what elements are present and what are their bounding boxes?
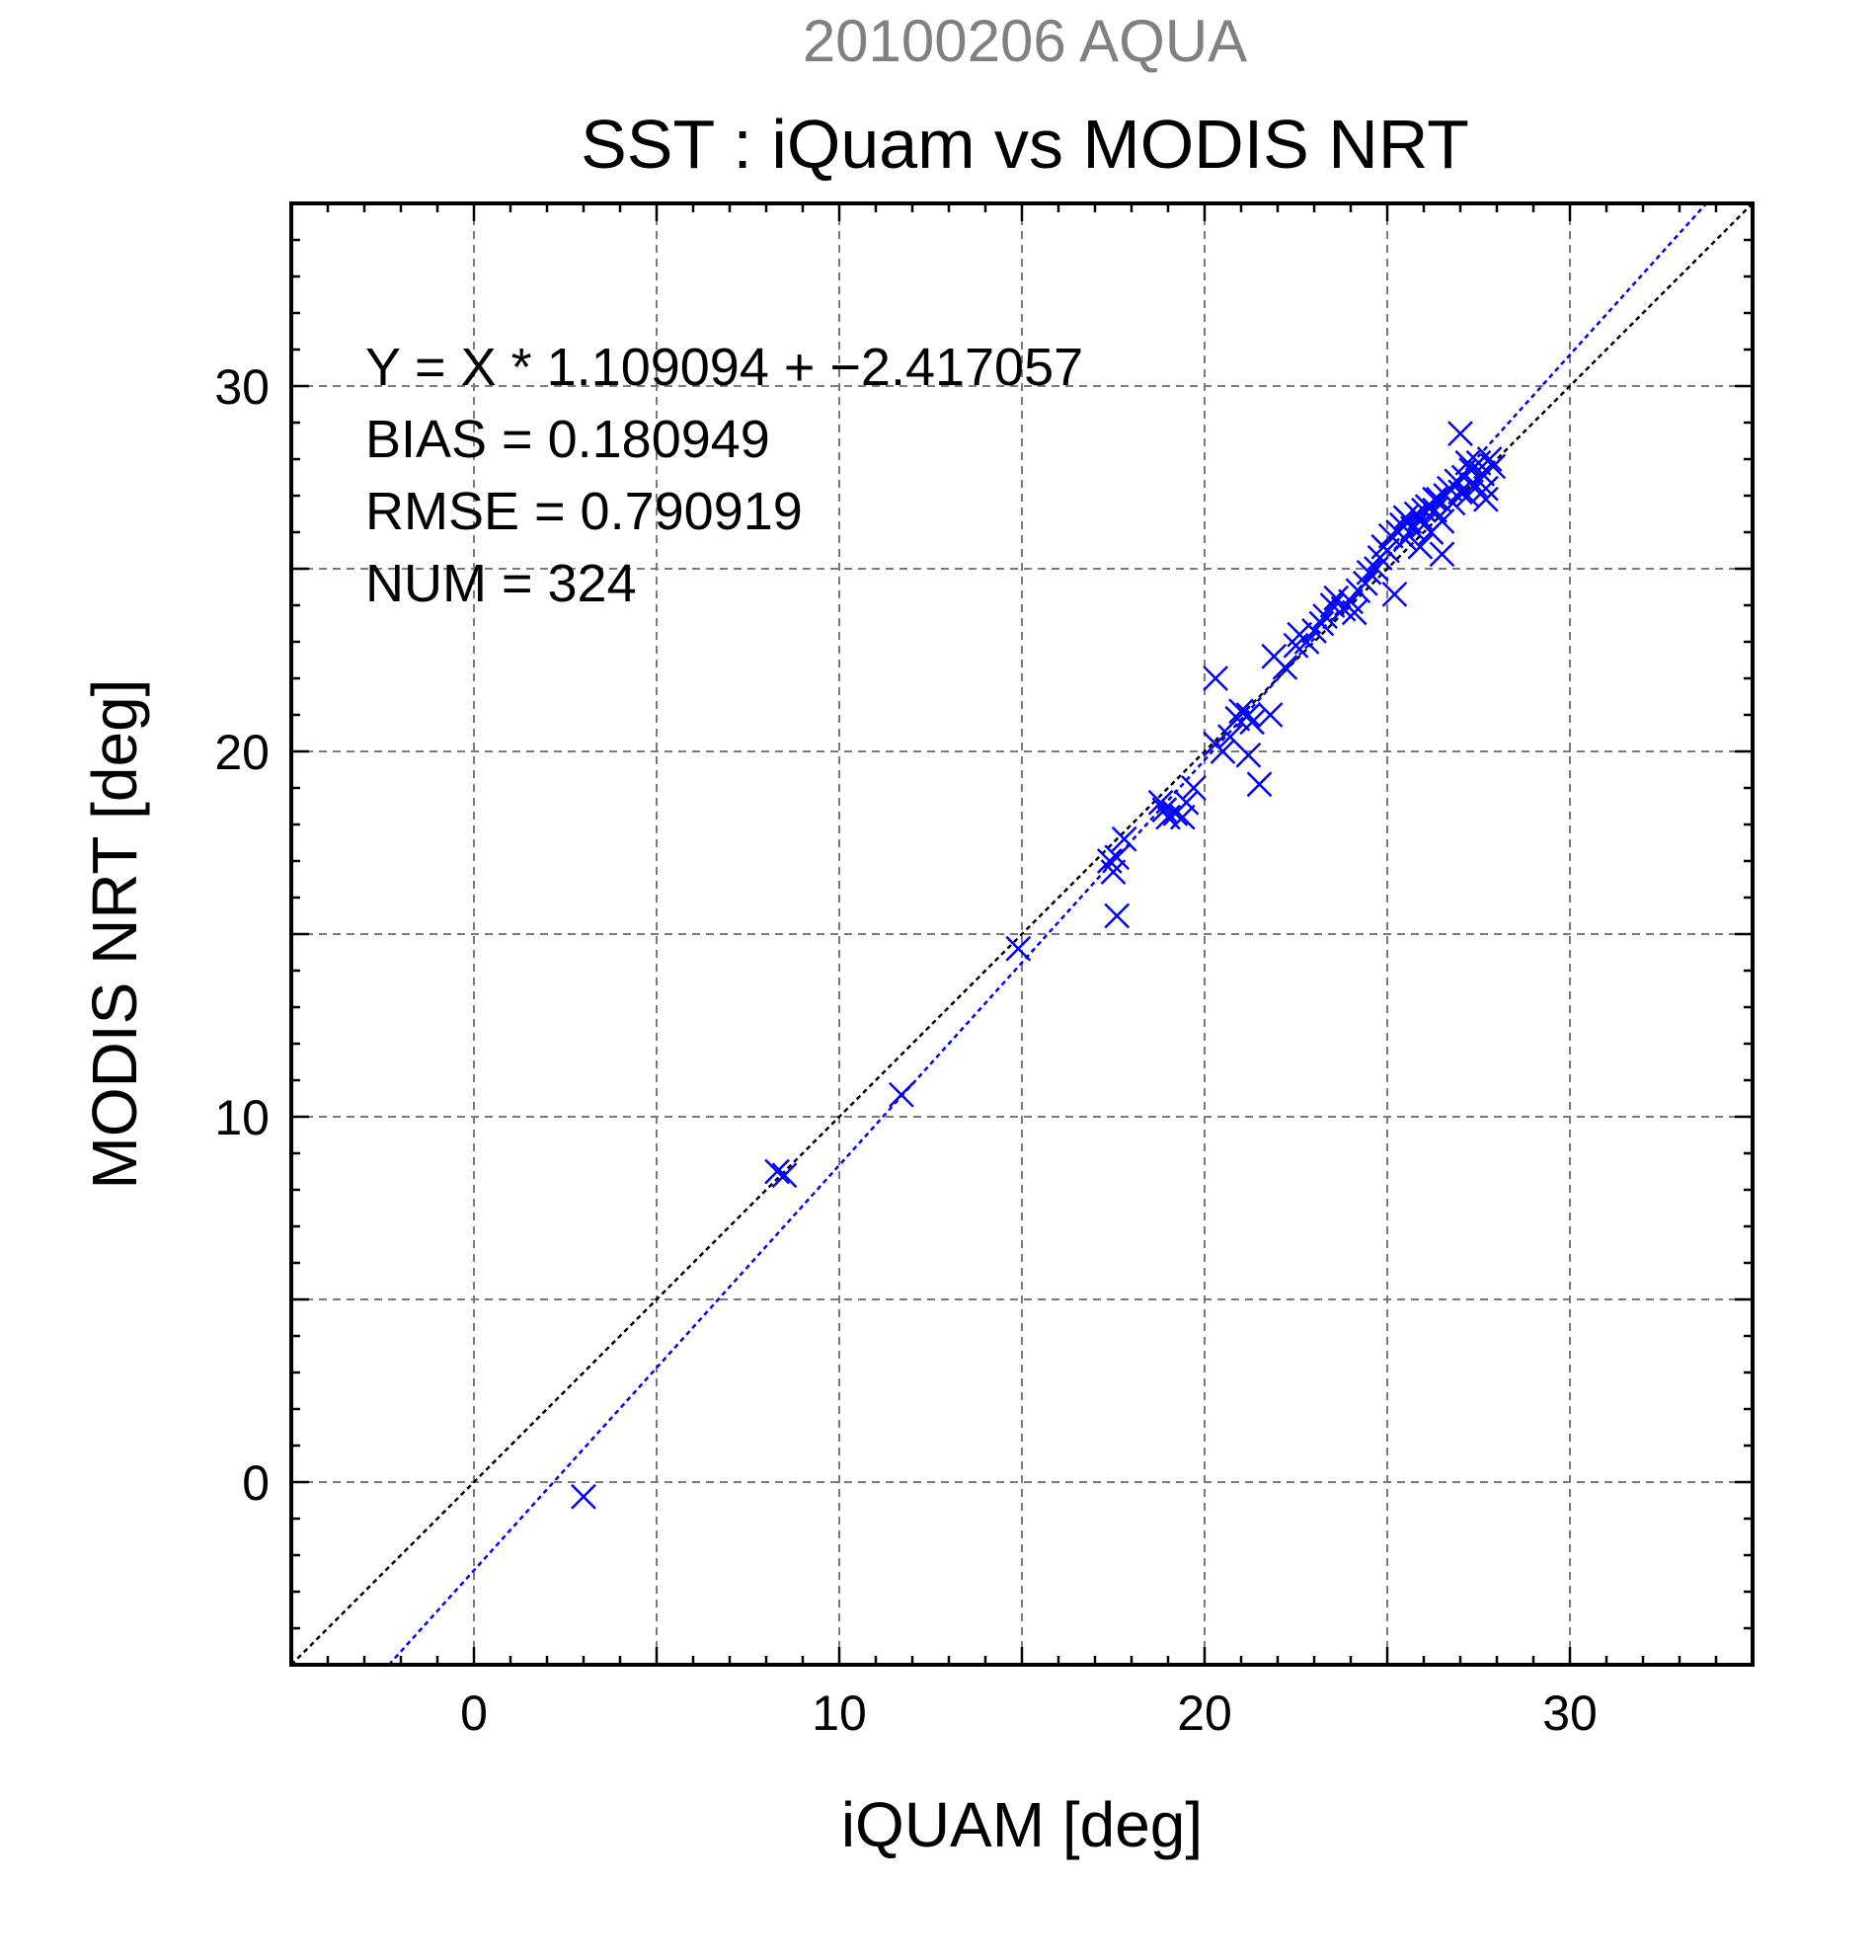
data-point: [1454, 449, 1481, 476]
data-point: [1473, 475, 1499, 502]
tick-labels: 0 10 20 30 0 10 20 30: [214, 359, 1597, 1741]
data-point: [1173, 789, 1200, 816]
data-point: [1429, 541, 1455, 568]
x-tick-label: 10: [812, 1686, 867, 1741]
data-point: [1447, 421, 1473, 446]
bias-value: BIAS = 0.180949: [365, 410, 770, 469]
data-point: [1239, 709, 1265, 736]
data-point: [1308, 610, 1335, 637]
rmse-value: RMSE = 0.790919: [365, 482, 803, 541]
data-point: [1447, 479, 1473, 506]
data-point: [1312, 603, 1338, 629]
data-point: [1100, 859, 1127, 885]
data-point: [1181, 775, 1207, 801]
data-point: [1235, 702, 1262, 728]
data-point: [1429, 509, 1455, 534]
data-points: [571, 421, 1507, 1510]
data-point: [1246, 771, 1273, 798]
y-tick-label: 10: [214, 1090, 270, 1145]
data-point: [1257, 702, 1284, 728]
data-point: [1104, 902, 1131, 929]
x-axis-label: iQUAM [deg]: [841, 1789, 1203, 1860]
data-point: [1147, 789, 1174, 816]
data-point: [1235, 742, 1262, 768]
data-point: [1341, 599, 1368, 626]
x-tick-label: 0: [460, 1686, 488, 1741]
data-point: [1381, 582, 1408, 607]
data-point: [1374, 537, 1400, 564]
reference-lines: [290, 202, 1754, 1666]
data-point: [1476, 446, 1503, 472]
plot-frame: [289, 201, 1755, 1667]
data-point: [1104, 844, 1131, 871]
data-point: [771, 1162, 798, 1189]
data-point: [1407, 533, 1434, 560]
data-point: [1411, 497, 1437, 523]
data-point: [1356, 559, 1382, 586]
chart-subtitle: SST : iQuam vs MODIS NRT: [581, 106, 1469, 183]
data-point: [1111, 825, 1137, 852]
data-point: [889, 1081, 914, 1108]
data-point: [1169, 804, 1196, 830]
data-point: [1473, 486, 1499, 512]
y-tick-label: 20: [214, 725, 270, 780]
y-tick-label: 0: [242, 1455, 270, 1511]
fit-line: [387, 202, 1708, 1666]
identity-line: [290, 202, 1754, 1666]
x-tick-label: 20: [1177, 1686, 1232, 1741]
grid-lines: [291, 203, 1753, 1665]
data-point: [1392, 505, 1419, 531]
data-point: [1323, 585, 1350, 611]
data-point: [764, 1158, 790, 1185]
chart-title: 20100206 AQUA: [803, 8, 1247, 74]
fit-equation: Y = X * 1.109094 + −2.417057: [365, 338, 1083, 397]
data-point: [1469, 460, 1496, 487]
data-point: [1272, 655, 1298, 680]
y-axis-label: MODIS NRT [deg]: [79, 679, 150, 1190]
data-point: [571, 1483, 596, 1510]
data-point: [1480, 453, 1507, 480]
count-value: NUM = 324: [365, 554, 637, 613]
data-point: [1293, 629, 1320, 655]
data-point: [1203, 666, 1228, 691]
data-point: [1210, 739, 1236, 764]
stats-annotations: Y = X * 1.109094 + −2.417057 BIAS = 0.18…: [365, 338, 1083, 613]
x-tick-label: 30: [1542, 1686, 1598, 1741]
data-point: [1005, 935, 1032, 962]
y-tick-label: 30: [214, 359, 270, 415]
